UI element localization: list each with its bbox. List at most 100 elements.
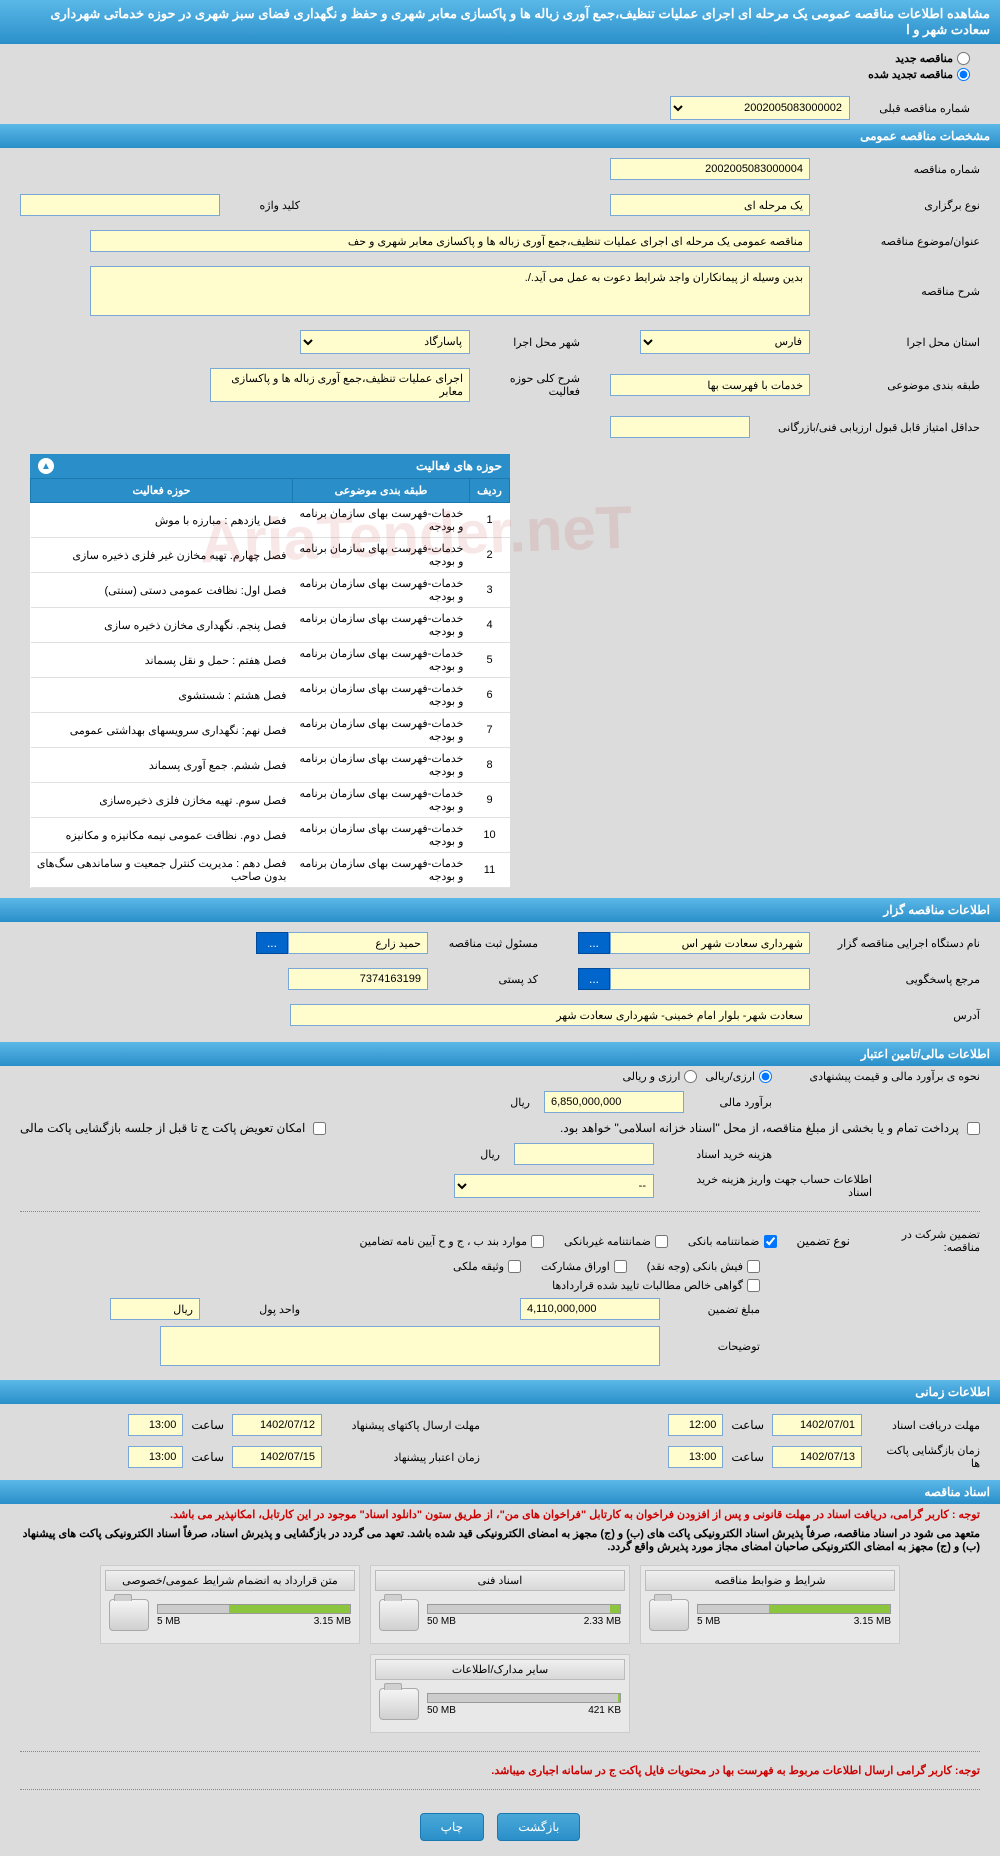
opt-currency-radio[interactable] bbox=[684, 1070, 697, 1083]
receive-docs-time: 12:00 bbox=[668, 1414, 723, 1436]
currency-unit-field: ریال bbox=[110, 1298, 200, 1320]
g-nonbank[interactable]: ضمانتنامه غیربانکی bbox=[564, 1235, 668, 1248]
time-lbl-3: ساعت bbox=[731, 1450, 764, 1464]
guarantee-amount-field: 4,110,000,000 bbox=[520, 1298, 660, 1320]
g-cash[interactable]: فیش بانکی (وجه نقد) bbox=[647, 1260, 760, 1273]
notice-2: متعهد می شود در اسناد مناقصه، صرفاً پذیر… bbox=[0, 1525, 1000, 1555]
col-category: طبقه بندی موضوعی bbox=[292, 479, 469, 503]
table-row: 1خدمات-فهرست بهای سازمان برنامه و بودجهف… bbox=[31, 503, 510, 538]
renewed-tender-radio-label[interactable]: مناقصه تجدید شده bbox=[868, 68, 970, 81]
rial-label-1: ریال bbox=[510, 1096, 530, 1109]
rial-label-2: ریال bbox=[480, 1148, 500, 1161]
new-tender-text: مناقصه جدید bbox=[895, 52, 953, 65]
doc-title: اسناد فنی bbox=[375, 1570, 625, 1591]
description-field: بدین وسیله از پیمانکاران واجد شرایط دعوت… bbox=[90, 266, 810, 316]
col-activity: حوزه فعالیت bbox=[31, 479, 293, 503]
category-field: خدمات با فهرست بها bbox=[610, 374, 810, 396]
keyword-label: کلید واژه bbox=[220, 199, 300, 212]
new-tender-radio-label[interactable]: مناقصه جدید bbox=[895, 52, 970, 65]
holding-type-field: یک مرحله ای bbox=[610, 194, 810, 216]
section-documents: اسناد مناقصه bbox=[0, 1480, 1000, 1504]
org-lookup-button[interactable]: ... bbox=[578, 932, 610, 954]
opt-currency-label[interactable]: ارزی و ریالی bbox=[622, 1070, 697, 1083]
description-label: شرح مناقصه bbox=[810, 285, 980, 298]
swap-checkbox[interactable] bbox=[313, 1122, 326, 1135]
min-score-field bbox=[610, 416, 750, 438]
time-lbl-4: ساعت bbox=[191, 1450, 224, 1464]
table-row: 7خدمات-فهرست بهای سازمان برنامه و بودجهف… bbox=[31, 713, 510, 748]
prev-number-label: شماره مناقصه قبلی bbox=[860, 102, 970, 115]
province-label: استان محل اجرا bbox=[810, 336, 980, 349]
section-financial: اطلاعات مالی/تامین اعتبار bbox=[0, 1042, 1000, 1066]
open-date: 1402/07/13 bbox=[772, 1446, 862, 1468]
province-select[interactable]: فارس bbox=[640, 330, 810, 354]
responder-lookup-button[interactable]: ... bbox=[578, 968, 610, 990]
table-row: 8خدمات-فهرست بهای سازمان برنامه و بودجهف… bbox=[31, 748, 510, 783]
notice-3: توجه: کاربر گرامی ارسال اطلاعات مربوط به… bbox=[0, 1760, 1000, 1781]
section-holder: اطلاعات مناقصه گزار bbox=[0, 898, 1000, 922]
activity-summary-field: اجرای عملیات تنظیف،جمع آوری زباله ها و پ… bbox=[210, 368, 470, 402]
table-row: 4خدمات-فهرست بهای سازمان برنامه و بودجهف… bbox=[31, 608, 510, 643]
g-receivables[interactable]: گواهی خالص مطالبات تایید شده قراردادها bbox=[552, 1279, 760, 1292]
doc-title: شرایط و ضوابط مناقصه bbox=[645, 1570, 895, 1591]
account-select[interactable]: -- bbox=[454, 1174, 654, 1198]
account-label: اطلاعات حساب جهت واریز هزینه خرید اسناد bbox=[662, 1173, 872, 1199]
open-label: زمان بازگشایی پاکت ها bbox=[870, 1444, 980, 1470]
subject-field: مناقصه عمومی یک مرحله ای اجرای عملیات تن… bbox=[90, 230, 810, 252]
col-row: ردیف bbox=[470, 479, 510, 503]
city-label: شهر محل اجرا bbox=[470, 336, 580, 349]
document-card[interactable]: سایر مدارک/اطلاعات 50 MB421 KB bbox=[370, 1654, 630, 1733]
org-label: نام دستگاه اجرایی مناقصه گزار bbox=[810, 937, 980, 950]
collapse-icon[interactable]: ▲ bbox=[38, 458, 54, 474]
section-timing: اطلاعات زمانی bbox=[0, 1380, 1000, 1404]
postal-label: کد پستی bbox=[428, 973, 538, 986]
folder-icon bbox=[109, 1599, 149, 1631]
g-property[interactable]: وثیقه ملکی bbox=[453, 1260, 521, 1273]
validity-date: 1402/07/15 bbox=[232, 1446, 322, 1468]
g-securities[interactable]: اوراق مشارکت bbox=[541, 1260, 627, 1273]
estimate-field: 6,850,000,000 bbox=[544, 1091, 684, 1113]
new-tender-radio[interactable] bbox=[957, 52, 970, 65]
registrar-field: حمید زارع bbox=[288, 932, 428, 954]
table-row: 6خدمات-فهرست بهای سازمان برنامه و بودجهف… bbox=[31, 678, 510, 713]
postal-field: 7374163199 bbox=[288, 968, 428, 990]
address-label: آدرس bbox=[810, 1009, 980, 1022]
opt-rial-label[interactable]: ارزی/ریالی bbox=[705, 1070, 772, 1083]
address-field: سعادت شهر- بلوار امام خمینی- شهرداری سعا… bbox=[290, 1004, 810, 1026]
min-score-label: حداقل امتیاز قابل قبول ارزیابی فنی/بازرگ… bbox=[750, 421, 980, 434]
city-select[interactable]: پاسارگاد bbox=[300, 330, 470, 354]
document-card[interactable]: متن قرارداد به انضمام شرایط عمومی/خصوصی … bbox=[100, 1565, 360, 1644]
table-row: 5خدمات-فهرست بهای سازمان برنامه و بودجهف… bbox=[31, 643, 510, 678]
doc-title: متن قرارداد به انضمام شرایط عمومی/خصوصی bbox=[105, 1570, 355, 1591]
prev-number-select[interactable]: 2002005083000002 bbox=[670, 96, 850, 120]
table-row: 11خدمات-فهرست بهای سازمان برنامه و بودجه… bbox=[31, 853, 510, 888]
folder-icon bbox=[379, 1599, 419, 1631]
send-offer-date: 1402/07/12 bbox=[232, 1414, 322, 1436]
opt-rial-radio[interactable] bbox=[759, 1070, 772, 1083]
send-offer-label: مهلت ارسال پاکتهای پیشنهاد bbox=[330, 1419, 480, 1432]
registrar-label: مسئول ثبت مناقصه bbox=[428, 937, 538, 950]
renewed-tender-radio[interactable] bbox=[957, 68, 970, 81]
guarantee-type-label: نوع تضمین bbox=[797, 1234, 850, 1248]
g-bank[interactable]: ضمانتنامه بانکی bbox=[688, 1235, 777, 1248]
table-row: 9خدمات-فهرست بهای سازمان برنامه و بودجهف… bbox=[31, 783, 510, 818]
holding-type-label: نوع برگزاری bbox=[810, 199, 980, 212]
payment-note-checkbox[interactable] bbox=[967, 1122, 980, 1135]
validity-label: زمان اعتبار پیشنهاد bbox=[330, 1451, 480, 1464]
activities-header[interactable]: حوزه های فعالیت ▲ bbox=[30, 454, 510, 478]
document-card[interactable]: شرایط و ضوابط مناقصه 5 MB3.15 MB bbox=[640, 1565, 900, 1644]
notice-1: توجه : کاربر گرامی، دریافت اسناد در مهلت… bbox=[0, 1504, 1000, 1525]
tender-type-radios: مناقصه جدید مناقصه تجدید شده bbox=[0, 44, 1000, 92]
notes-field bbox=[160, 1326, 660, 1366]
payment-note: پرداخت تمام و یا بخشی از مبلغ مناقصه، از… bbox=[560, 1121, 959, 1135]
print-button[interactable]: چاپ bbox=[420, 1813, 484, 1841]
activities-title: حوزه های فعالیت bbox=[416, 459, 502, 473]
g-items[interactable]: موارد بند ب ، ج و ح آیین نامه تضامین bbox=[360, 1235, 544, 1248]
currency-unit-label: واحد پول bbox=[220, 1303, 300, 1316]
back-button[interactable]: بازگشت bbox=[497, 1813, 580, 1841]
subject-label: عنوان/موضوع مناقصه bbox=[810, 235, 980, 248]
registrar-lookup-button[interactable]: ... bbox=[256, 932, 288, 954]
notes-label: توضیحات bbox=[680, 1340, 760, 1353]
folder-icon bbox=[649, 1599, 689, 1631]
document-card[interactable]: اسناد فنی 50 MB2.33 MB bbox=[370, 1565, 630, 1644]
